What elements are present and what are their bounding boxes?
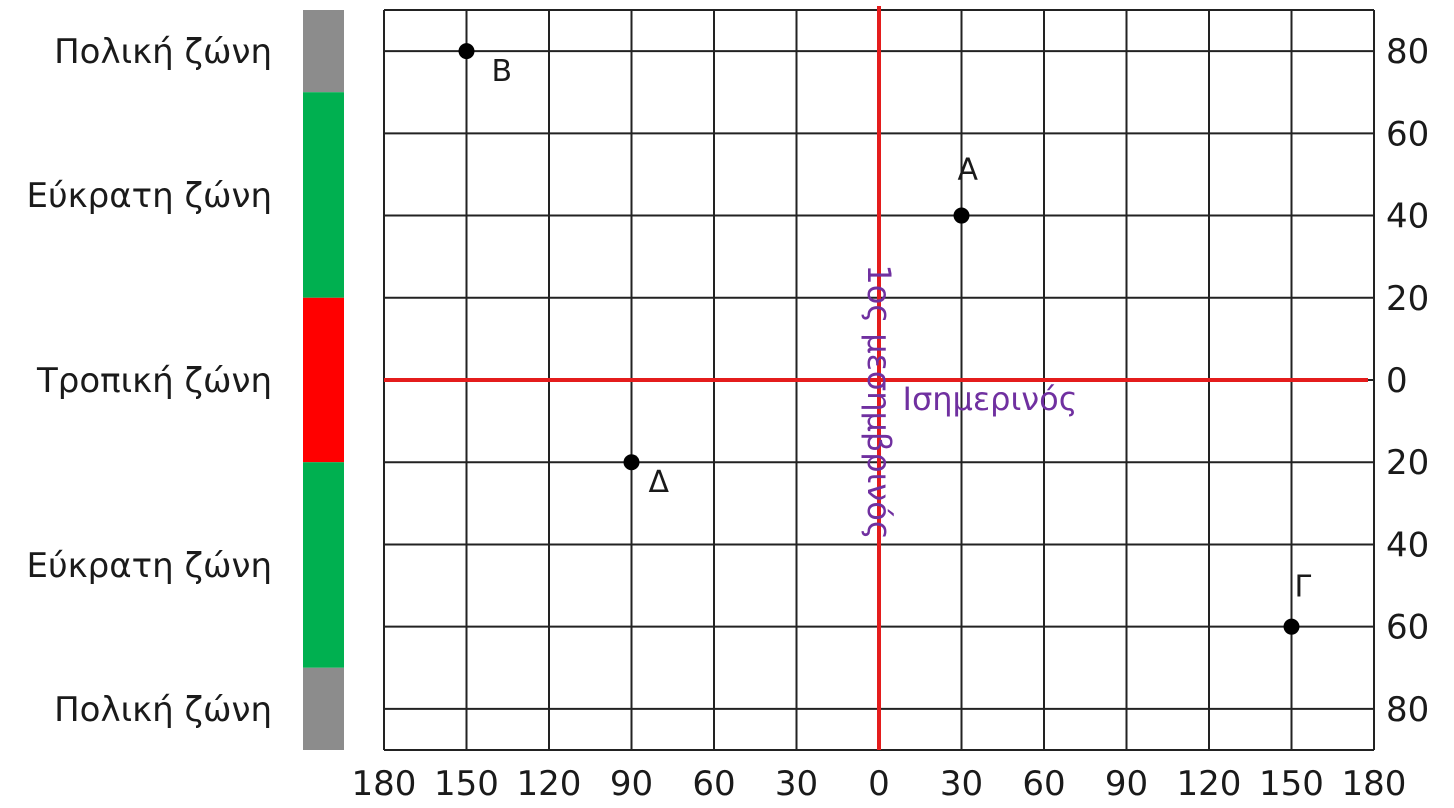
longitude-tick-label: 90 (610, 764, 653, 804)
latitude-tick-label: 0 (1386, 361, 1408, 401)
longitude-tick-label: 60 (692, 764, 735, 804)
zone-label-south-temperate: Εύκρατη ζώνη (26, 546, 272, 586)
latitude-tick-label: 80 (1386, 690, 1429, 730)
longitude-tick-label: 90 (1105, 764, 1148, 804)
reference-line-labels: Ισημερινός 1ος μεσημβρινός (860, 264, 1078, 539)
longitude-tick-label: 30 (775, 764, 818, 804)
zone-bar-north-temperate (303, 92, 344, 298)
point-marker (953, 207, 970, 224)
climate-zone-bar (303, 10, 344, 750)
zone-bar-south-polar (303, 667, 344, 750)
latitude-tick-label: 20 (1386, 443, 1429, 483)
point-label: B (492, 54, 513, 89)
point-label: Δ (649, 465, 670, 500)
latitude-tick-label: 20 (1386, 279, 1429, 319)
longitude-tick-label: 120 (517, 764, 582, 804)
latitude-tick-label: 40 (1386, 525, 1429, 565)
longitude-tick-labels: 180 150 120 90 60 30 0 30 60 90 120 150 180 (352, 764, 1407, 804)
equator-label: Ισημερινός (903, 380, 1078, 418)
point-marker (623, 454, 640, 471)
zone-bar-tropical (303, 297, 344, 463)
reference-lines (384, 6, 1368, 750)
latitude-tick-label: 40 (1386, 197, 1429, 237)
zone-label-tropical: Τροπική ζώνη (36, 361, 272, 401)
longitude-tick-label: 0 (868, 764, 890, 804)
longitude-tick-label: 120 (1177, 764, 1242, 804)
longitude-tick-label: 150 (1259, 764, 1324, 804)
point-label: Γ (1295, 570, 1312, 605)
zone-label-north-polar: Πολική ζώνη (54, 32, 272, 72)
zone-label-north-temperate: Εύκρατη ζώνη (26, 176, 272, 216)
point-label: A (958, 153, 979, 188)
zone-label-south-polar: Πολική ζώνη (54, 690, 272, 730)
latitude-tick-labels: 80 60 40 20 0 20 40 60 80 (1386, 32, 1429, 730)
zone-bar-north-polar (303, 10, 344, 93)
longitude-tick-label: 180 (352, 764, 417, 804)
point-marker (1283, 618, 1300, 635)
longitude-tick-label: 30 (940, 764, 983, 804)
climate-zone-labels: Πολική ζώνη Εύκρατη ζώνη Τροπική ζώνη Εύκρα… (26, 32, 272, 730)
latitude-tick-label: 80 (1386, 32, 1429, 72)
longitude-tick-label: 180 (1342, 764, 1407, 804)
latitude-tick-label: 60 (1386, 114, 1429, 154)
latitude-tick-label: 60 (1386, 608, 1429, 648)
longitude-tick-label: 60 (1022, 764, 1065, 804)
longitude-tick-label: 150 (434, 764, 499, 804)
prime-meridian-label: 1ος μεσημβρινός (860, 264, 898, 539)
marked-points: B A Δ Γ (458, 43, 1312, 635)
zone-bar-south-temperate (303, 462, 344, 668)
point-marker (458, 43, 475, 60)
